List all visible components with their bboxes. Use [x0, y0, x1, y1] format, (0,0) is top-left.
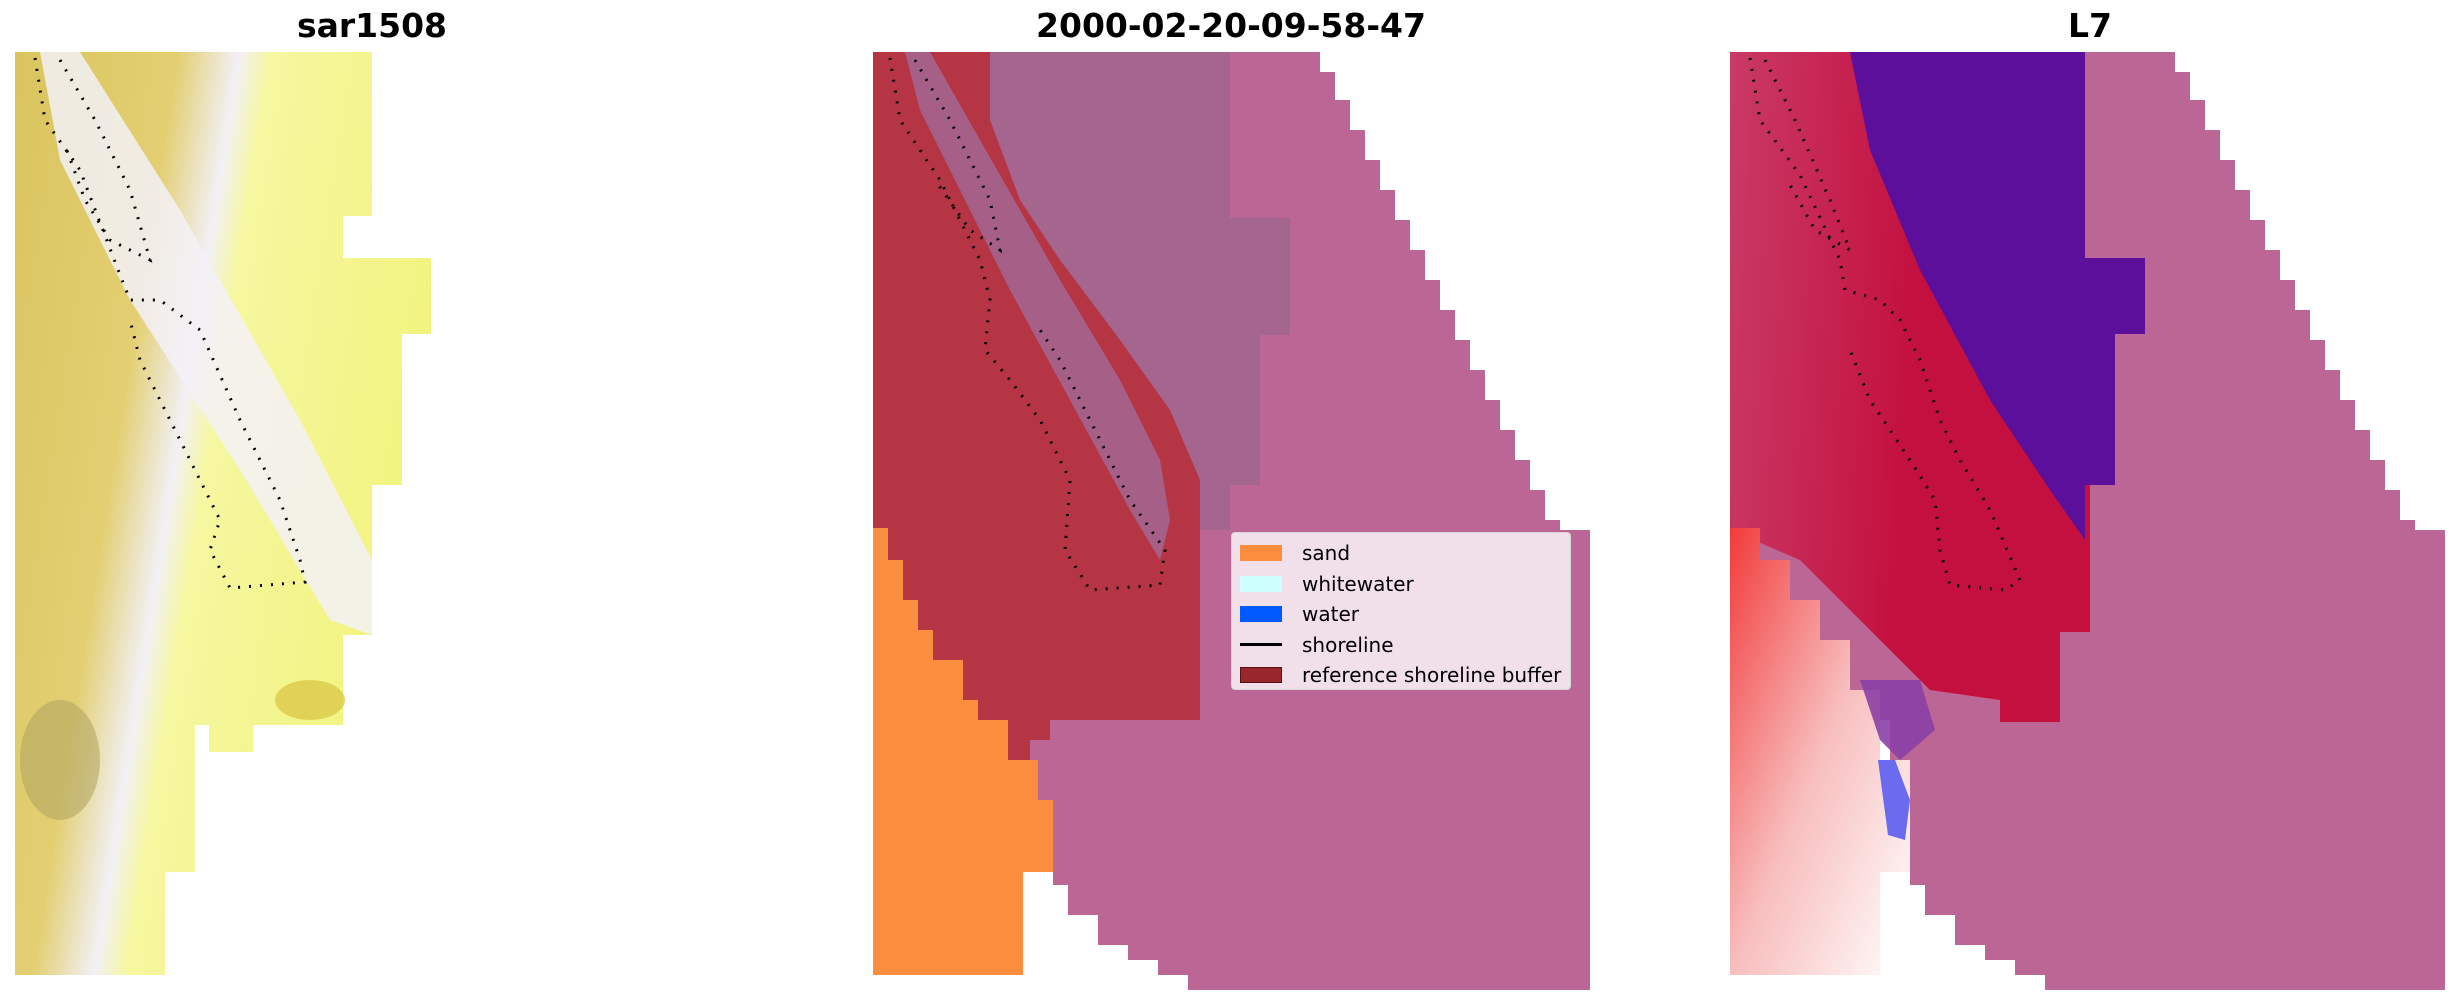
shoreline-dots-index [1748, 57, 2022, 592]
legend-label-buffer: reference shoreline buffer [1302, 663, 1562, 688]
buffer-swatch [1240, 667, 1282, 684]
panel-title-classification: 2000-02-20-09-58-47 [1036, 6, 1426, 45]
classification-image [873, 52, 1590, 990]
yellow-patch [275, 680, 345, 720]
sand-class-area [873, 528, 1053, 975]
whitewater-band-rgb [40, 52, 372, 635]
index-image [1730, 52, 2445, 990]
legend-label-water: water [1302, 602, 1359, 627]
legend-item-buffer: reference shoreline buffer [1232, 660, 1570, 691]
land-class-area [990, 52, 1290, 530]
water-swatch [1240, 606, 1282, 623]
sand-swatch [1240, 545, 1282, 562]
index-blue-patch [1878, 760, 1910, 840]
whitewater-swatch [1240, 575, 1282, 592]
whitewater-streak [905, 52, 1170, 560]
buffer-overlay [873, 52, 1200, 760]
shoreline-dots-rgb [33, 57, 307, 590]
legend-item-sand: sand [1232, 538, 1570, 569]
rgb-image-area [15, 52, 431, 975]
index-purple-patch [1860, 680, 1935, 760]
index-purple-block [1850, 52, 2145, 540]
legend-item-shoreline: shoreline [1232, 630, 1570, 661]
index-high-band [1730, 52, 2090, 722]
shoreline-line [1240, 643, 1282, 647]
legend: sand whitewater water shoreline referenc… [1231, 532, 1571, 690]
panel-title-rgb: sar1508 [296, 6, 448, 45]
legend-item-whitewater: whitewater [1232, 569, 1570, 600]
legend-label-whitewater: whitewater [1302, 571, 1414, 596]
legend-label-shoreline: shoreline [1302, 632, 1394, 657]
index-low-region [1730, 528, 1910, 975]
panel-title-index: L7 [2068, 6, 2112, 45]
dark-patch [20, 700, 100, 820]
rgb-image [15, 52, 431, 975]
legend-label-sand: sand [1302, 541, 1351, 566]
legend-item-water: water [1232, 599, 1570, 630]
